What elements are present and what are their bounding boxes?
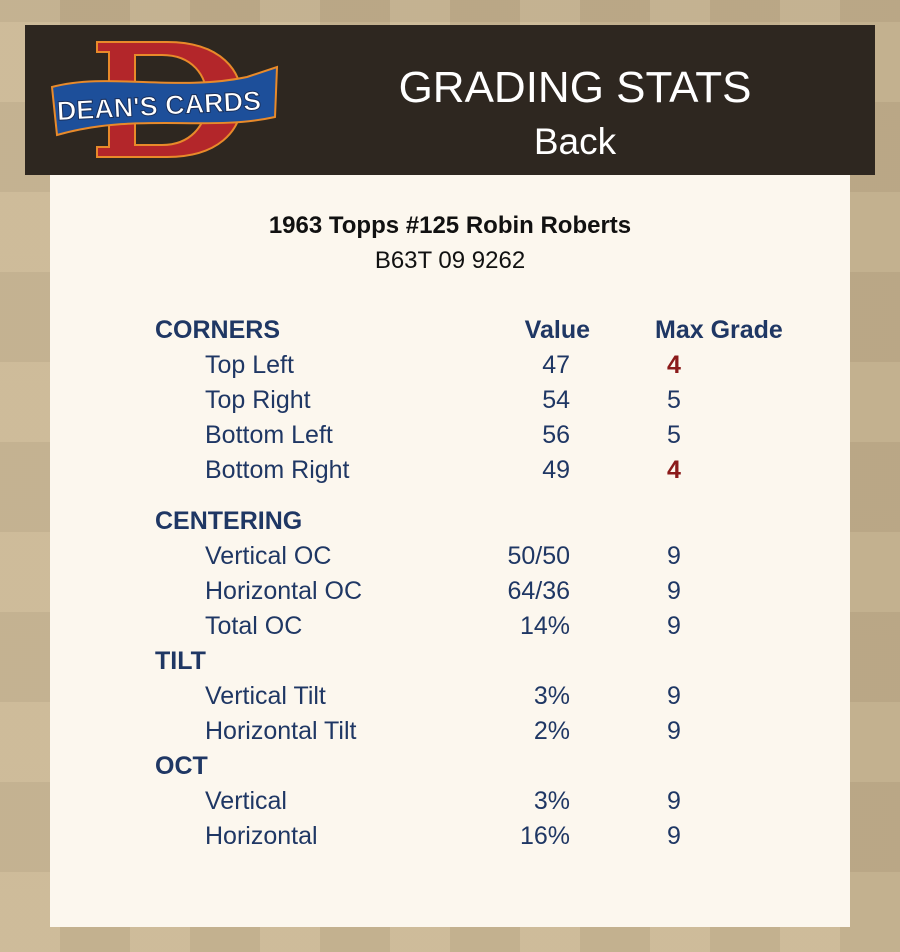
section-title: TILT <box>155 647 206 675</box>
section-title: OCT <box>155 752 208 780</box>
row-label: Horizontal <box>205 822 318 850</box>
row-max-grade: 9 <box>667 717 681 745</box>
row-max-grade: 4 <box>667 456 681 484</box>
page-title: GRADING STATS <box>398 63 752 112</box>
grading-table: CORNERS Value Max Grade Top Left 47 4 Top Righ… <box>50 313 850 854</box>
section-header-tilt: TILT <box>50 644 850 679</box>
row-value: 49 <box>542 456 570 484</box>
row-label: Horizontal OC <box>205 577 362 605</box>
table-row: Horizontal 16% 9 <box>50 819 850 854</box>
table-row: Vertical Tilt 3% 9 <box>50 679 850 714</box>
section-title: CORNERS <box>155 316 281 344</box>
deans-cards-logo: DEAN'S CARDS <box>50 41 279 158</box>
column-header-value: Value <box>524 316 590 344</box>
row-max-grade: 5 <box>667 421 681 449</box>
card-name: 1963 Topps #125 Robin Roberts <box>268 212 632 239</box>
table-row: Top Left 47 4 <box>50 348 850 383</box>
section-header-centering: CENTERING <box>50 504 850 539</box>
row-label: Total OC <box>205 612 303 640</box>
table-row: Horizontal OC 64/36 9 <box>50 574 850 609</box>
row-value: 14% <box>519 612 570 640</box>
row-value: 50/50 <box>507 542 570 570</box>
table-row: Bottom Right 49 4 <box>50 453 850 488</box>
row-value: 16% <box>519 822 570 850</box>
table-row: Horizontal Tilt 2% 9 <box>50 714 850 749</box>
section-header-oct: OCT <box>50 749 850 784</box>
row-max-grade: 4 <box>667 351 681 379</box>
row-value: 64/36 <box>507 577 570 605</box>
row-label: Vertical <box>205 787 287 815</box>
row-value: 3% <box>533 682 570 710</box>
header-bar: DEAN'S CARDS GRADING STATS Back <box>25 25 875 175</box>
row-value: 2% <box>533 717 570 745</box>
row-label: Horizontal Tilt <box>205 717 357 745</box>
row-value: 54 <box>542 386 570 414</box>
row-label: Bottom Left <box>205 421 333 449</box>
row-label: Top Right <box>205 386 311 414</box>
row-label: Vertical Tilt <box>205 682 326 710</box>
section-header-corners: CORNERS Value Max Grade <box>50 313 850 348</box>
row-label: Top Left <box>205 351 294 379</box>
row-max-grade: 9 <box>667 577 681 605</box>
table-row: Total OC 14% 9 <box>50 609 850 644</box>
table-row: Vertical 3% 9 <box>50 784 850 819</box>
section-title: CENTERING <box>155 507 303 535</box>
cert-number: B63T 09 9262 <box>374 247 526 274</box>
row-max-grade: 9 <box>667 612 681 640</box>
table-row: Bottom Left 56 5 <box>50 418 850 453</box>
page-subtitle: Back <box>533 121 617 162</box>
table-row: Vertical OC 50/50 9 <box>50 539 850 574</box>
row-max-grade: 9 <box>667 822 681 850</box>
row-max-grade: 9 <box>667 682 681 710</box>
column-header-max-grade: Max Grade <box>655 316 783 344</box>
row-label: Vertical OC <box>205 542 332 570</box>
row-value: 47 <box>542 351 570 379</box>
row-value: 56 <box>542 421 570 449</box>
row-value: 3% <box>533 787 570 815</box>
row-max-grade: 9 <box>667 542 681 570</box>
row-max-grade: 5 <box>667 386 681 414</box>
row-max-grade: 9 <box>667 787 681 815</box>
stats-card: 1963 Topps #125 Robin Roberts B63T 09 92… <box>50 175 850 927</box>
row-label: Bottom Right <box>205 456 350 484</box>
table-row: Top Right 54 5 <box>50 383 850 418</box>
